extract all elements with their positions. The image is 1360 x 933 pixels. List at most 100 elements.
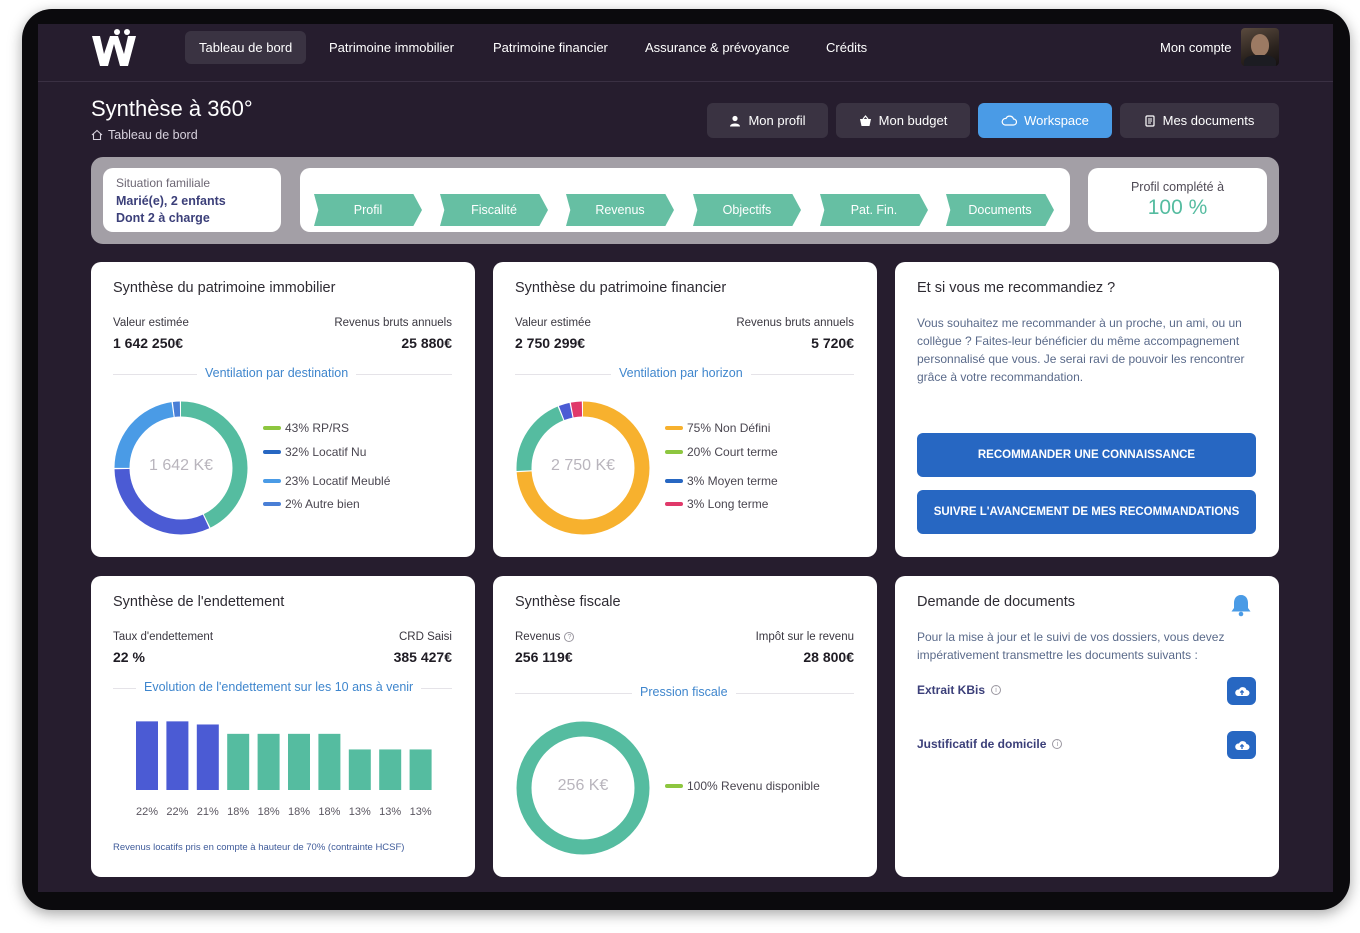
completion-label: Profil complété à xyxy=(1130,180,1225,194)
bar-year-8 xyxy=(348,749,371,790)
step-pat-fin[interactable]: Pat. Fin. xyxy=(820,194,928,226)
recommandation-title: Et si vous me recommandiez ? xyxy=(917,280,1116,296)
immobilier-subhead: Ventilation par destination xyxy=(197,366,357,380)
endettement-bar-chart: 22% 22% 21% 18% 18% 18% 18% 13% 13% 13% xyxy=(136,721,432,818)
document-kbis-label: Extrait KBis xyxy=(917,683,986,697)
mon-budget-button[interactable]: Mon budget xyxy=(836,103,970,138)
step-revenus[interactable]: Revenus xyxy=(566,194,674,226)
legend-swatch xyxy=(263,479,281,483)
immobilier-title: Synthèse du patrimoine immobilier xyxy=(113,280,336,296)
nav-patrimoine-immobilier[interactable]: Patrimoine immobilier xyxy=(329,40,454,55)
workspace-button[interactable]: Workspace xyxy=(978,103,1112,138)
bar-year-5 xyxy=(257,733,280,790)
bar-year-1 xyxy=(136,721,158,790)
bell-icon[interactable] xyxy=(1228,592,1254,618)
endettement-taux-label: Taux d'endettement xyxy=(113,631,214,643)
legend-label: 43% RP/RS xyxy=(285,421,350,435)
legend-label: 2% Autre bien xyxy=(285,497,360,511)
recommandation-card: Et si vous me recommandiez ? Vous souhai… xyxy=(895,262,1279,557)
immobilier-card: Synthèse du patrimoine immobilier Valeur… xyxy=(91,262,475,557)
nav-assurance-prevoyance[interactable]: Assurance & prévoyance xyxy=(645,40,790,55)
fiscale-revenus-text: Revenus xyxy=(515,631,561,643)
account-link[interactable]: Mon compte xyxy=(1160,40,1232,55)
step-profil[interactable]: Profil xyxy=(314,194,422,226)
nav-credits[interactable]: Crédits xyxy=(826,40,868,55)
app-logo[interactable] xyxy=(90,28,142,77)
financier-revenus-label: Revenus bruts annuels xyxy=(736,317,854,329)
immobilier-valeur-label: Valeur estimée xyxy=(113,317,189,329)
endettement-footnote: Revenus locatifs pris en compte à hauteu… xyxy=(113,842,405,853)
situation-familiale-card: Situation familiale Marié(e), 2 enfants … xyxy=(103,168,281,232)
mes-documents-button[interactable]: Mes documents xyxy=(1120,103,1279,138)
bar-year-4 xyxy=(227,733,250,790)
cloud-upload-icon xyxy=(1234,741,1249,750)
nav-patrimoine-financier[interactable]: Patrimoine financier xyxy=(493,40,608,55)
recommander-button[interactable]: RECOMMANDER UNE CONNAISSANCE xyxy=(917,433,1256,477)
step-objectifs[interactable]: Objectifs xyxy=(693,194,801,226)
nav-tableau-de-bord[interactable]: Tableau de bord xyxy=(185,31,307,64)
app-screen: Tableau de bord Patrimoine immobilier Pa… xyxy=(38,24,1333,892)
legend-swatch xyxy=(665,502,683,506)
basket-icon xyxy=(859,114,871,126)
legend-label: 3% Long terme xyxy=(687,497,769,511)
legend-swatch xyxy=(263,502,281,506)
fiscale-impot-label: Impôt sur le revenu xyxy=(755,631,854,643)
workspace-label: Workspace xyxy=(1024,113,1089,128)
info-icon[interactable]: i xyxy=(1052,739,1063,749)
legend-swatch xyxy=(263,450,281,454)
financier-title: Synthèse du patrimoine financier xyxy=(515,280,727,296)
bar-year-9 xyxy=(379,749,402,790)
upload-domicile-button[interactable] xyxy=(1227,731,1256,759)
financier-valeur-value: 2 750 299€ xyxy=(515,335,586,351)
legend-label: 32% Locatif Nu xyxy=(285,445,367,459)
donut-slice-court-terme xyxy=(516,401,650,535)
avatar[interactable] xyxy=(1241,28,1279,66)
bar-year-2 xyxy=(166,721,189,790)
bar-label: 18% xyxy=(288,806,310,818)
cloud-upload-icon xyxy=(1234,687,1249,696)
financier-donut-chart xyxy=(516,401,650,535)
fiscale-legend-item: 100% Revenu disponible xyxy=(665,779,820,793)
mon-profil-button[interactable]: Mon profil xyxy=(707,103,828,138)
breadcrumb-label: Tableau de bord xyxy=(108,128,198,142)
immobilier-donut-chart xyxy=(114,401,248,535)
document-kbis: Extrait KBis i xyxy=(917,683,1002,697)
financier-legend-item: 75% Non Défini xyxy=(665,421,770,435)
bar-label: 18% xyxy=(258,806,280,818)
step-fiscalite[interactable]: Fiscalité xyxy=(440,194,548,226)
donut-slice-non-d-fini xyxy=(516,401,650,535)
info-icon[interactable]: ? xyxy=(564,632,575,642)
immobilier-revenus-label: Revenus bruts annuels xyxy=(334,317,452,329)
step-documents[interactable]: Documents xyxy=(946,194,1054,226)
immobilier-legend-item: 32% Locatif Nu xyxy=(263,445,366,459)
breadcrumb[interactable]: Tableau de bord xyxy=(91,128,198,142)
legend-swatch xyxy=(263,426,281,430)
recommandation-text: Vous souhaitez me recommander à un proch… xyxy=(917,316,1245,384)
bar-label: 18% xyxy=(227,806,249,818)
fiscale-impot-value: 28 800€ xyxy=(803,649,854,665)
financier-card: Synthèse du patrimoine financier Valeur … xyxy=(493,262,877,557)
immobilier-donut-center: 1 642 K€ xyxy=(148,457,214,474)
upload-kbis-button[interactable] xyxy=(1227,677,1256,705)
endettement-title: Synthèse de l'endettement xyxy=(113,594,285,610)
bar-year-6 xyxy=(288,733,310,790)
info-icon[interactable]: i xyxy=(991,685,1002,695)
fiscale-subhead: Pression fiscale xyxy=(632,685,736,699)
immobilier-legend-item: 2% Autre bien xyxy=(263,497,360,511)
mes-documents-label: Mes documents xyxy=(1162,113,1255,128)
suivre-recommandations-button[interactable]: SUIVRE L'AVANCEMENT DE MES RECOMMANDATIO… xyxy=(917,490,1256,534)
documents-card: Demande de documents Pour la mise à jour… xyxy=(895,576,1279,877)
endettement-taux-value: 22 % xyxy=(113,649,145,665)
endettement-card: Synthèse de l'endettement Taux d'endette… xyxy=(91,576,475,877)
situation-line2: Dont 2 à charge xyxy=(116,211,210,225)
documents-text: Pour la mise à jour et le suivi de vos d… xyxy=(917,630,1225,662)
legend-label: 20% Court terme xyxy=(687,445,778,459)
fiscale-revenus-value: 256 119€ xyxy=(515,649,573,665)
completion-value: 100 % xyxy=(1147,196,1208,219)
legend-label: 100% Revenu disponible xyxy=(687,779,820,793)
donut-slice-locatif-nu xyxy=(114,401,248,535)
mon-profil-label: Mon profil xyxy=(748,113,806,128)
financier-revenus-value: 5 720€ xyxy=(811,335,854,351)
user-icon xyxy=(730,115,741,126)
fiscale-donut-center: 256 K€ xyxy=(557,777,609,794)
